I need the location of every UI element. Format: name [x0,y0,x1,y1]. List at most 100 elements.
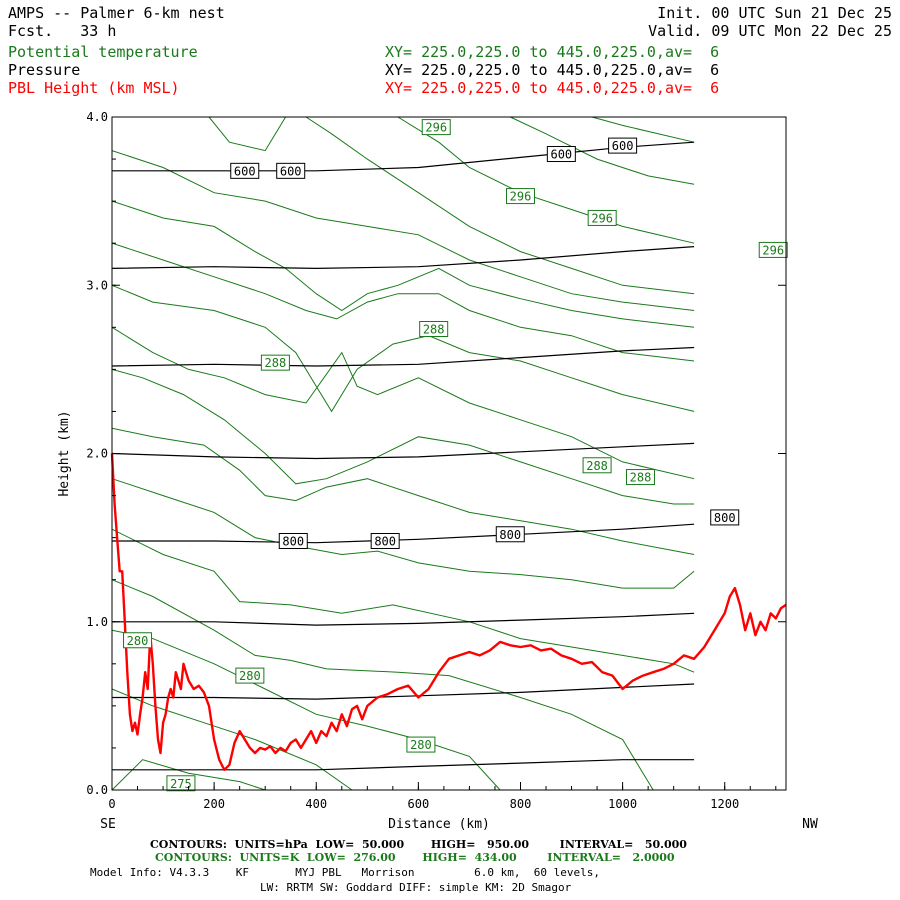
pressure-contour-line-6 [111,246,695,270]
theta-contour-line-10 [111,242,695,362]
theta-label-10: 280 [410,738,432,752]
pressure-label-0-box [230,162,260,179]
pressure-label-3: 600 [612,139,634,153]
theta-contour-line-6 [111,427,695,555]
footer-physics-info: LW: RRTM SW: Goddard DIFF: simple KM: 2D… [260,881,572,894]
theta-contour-line-13 [208,116,287,152]
pressure-contour-line-5 [111,346,695,367]
init-time: Init. 00 UTC Sun 21 Dec 25 [657,4,892,22]
field-pressure-name: Pressure [8,61,81,79]
pressure-label-7: 800 [714,511,736,525]
footer-pressure-contours: CONTOURS: UNITS=hPa LOW= 50.000 HIGH= 95… [150,838,687,851]
x-tick-label-3: 600 [408,797,430,811]
y-tick-label-2: 2.0 [86,447,108,461]
x-axis-label: Distance (km) [388,817,490,832]
theta-contour-line-9 [111,284,695,413]
pressure-label-6: 800 [499,528,521,542]
footer-model-info: Model Info: V4.3.3 KF MYJ PBL Morrison 6… [90,866,600,879]
pressure-label-6-box [495,526,525,543]
theta-contour-line-14 [305,116,695,295]
pressure-label-4-box [278,532,308,549]
theta-label-0: 296 [425,121,447,135]
theta-label-6-box [582,457,612,474]
pressure-label-3-box [608,137,638,154]
theta-label-1-box [505,188,535,205]
y-tick-label-1: 1.0 [86,615,108,629]
x-tick-label-2: 400 [305,797,327,811]
theta-contour-line-11 [111,200,695,328]
theta-contour-line-17 [591,116,695,143]
field-theta-xy: XY= 225.0,225.0 to 445.0,225.0,av= 6 [385,43,720,61]
x-tick-label-5: 1000 [608,797,637,811]
theta-contour-line-12 [111,150,695,311]
theta-label-5: 288 [423,322,445,336]
chart-title: AMPS -- Palmer 6-km nest [8,4,225,22]
theta-contour-line-2 [111,629,501,791]
pressure-contours [111,141,695,771]
pressure-contour-line-2 [112,612,695,626]
pbl-series [110,453,787,771]
forecast-label-text: Fcst. [8,22,54,40]
y-axis-label: Height (km) [57,410,72,496]
theta-label-2: 296 [591,211,613,225]
theta-label-5-box [419,320,449,337]
pressure-label-1: 600 [280,164,302,178]
plot-frame [111,116,787,791]
theta-label-7-box [625,469,655,486]
theta-label-0-box [421,119,451,136]
theta-contour-line-15 [397,116,695,244]
theta-label-3: 296 [762,243,784,257]
y-tick-label-4: 4.0 [86,110,108,124]
field-theta-name: Potential temperature [8,43,198,61]
theta-label-10-box [406,736,436,753]
theta-label-11: 275 [170,777,192,791]
theta-label-1: 296 [510,190,532,204]
field-pressure-xy: XY= 225.0,225.0 to 445.0,225.0,av= 6 [385,61,720,79]
theta-label-6: 288 [586,459,608,473]
pressure-contour-line-7 [112,141,695,172]
theta-contour-line-7 [111,368,695,505]
theta-label-11-box [166,775,196,792]
theta-contour-line-1 [111,688,353,791]
theta-label-7: 288 [630,471,652,485]
theta-label-3-box [758,241,788,258]
y-tick-label-3: 3.0 [86,278,108,292]
theta-contour-line-5 [111,478,695,589]
valid-time: Valid. 09 UTC Mon 22 Dec 25 [648,22,892,40]
pressure-contour-line-4 [111,442,695,460]
theta-contour-line-16 [510,116,695,185]
theta-contour-line-4 [111,528,695,673]
footer-theta-contours: CONTOURS: UNITS=K LOW= 276.00 HIGH= 434.… [155,851,675,864]
pbl-height-line [110,453,787,771]
x-tick-label-0: 0 [108,797,115,811]
pressure-label-1-box [276,162,306,179]
theta-contour-line-3 [111,579,654,791]
theta-label-8-box [123,632,153,649]
theta-label-9-box [235,667,265,684]
x-tick-label-4: 800 [510,797,532,811]
pressure-label-2-box [546,146,576,163]
x-left-label: SE [100,817,116,832]
field-pbl-name: PBL Height (km MSL) [8,79,180,97]
forecast-label: Fcst. 33 h [8,22,116,40]
theta-label-2-box [587,209,617,226]
theta-label-8: 280 [127,634,149,648]
theta-label-9: 280 [239,669,261,683]
pressure-label-4: 800 [282,534,304,548]
pressure-contour-line-3 [112,523,695,544]
axes: 0 200 400 600 800 1000 1200 0.0 1.0 2.0 3.0 4.0 Dist… [57,110,818,832]
contour-labels: 296 296 296 296 288 288 288 288 280 280 280 275 600 6… [123,119,788,792]
y-tick-label-0: 0.0 [86,783,108,797]
forecast-value: 33 h [80,22,117,40]
theta-contour-line-8 [111,326,695,480]
x-tick-label-6: 1200 [710,797,739,811]
pressure-label-0: 600 [234,164,256,178]
pressure-label-2: 600 [550,148,572,162]
pressure-label-5-box [370,532,400,549]
pressure-label-5: 800 [374,534,396,548]
pressure-contour-line-0 [112,759,695,771]
theta-label-4-box [260,354,290,371]
theta-label-4: 288 [265,356,287,370]
field-pbl-xy: XY= 225.0,225.0 to 445.0,225.0,av= 6 [385,79,720,97]
